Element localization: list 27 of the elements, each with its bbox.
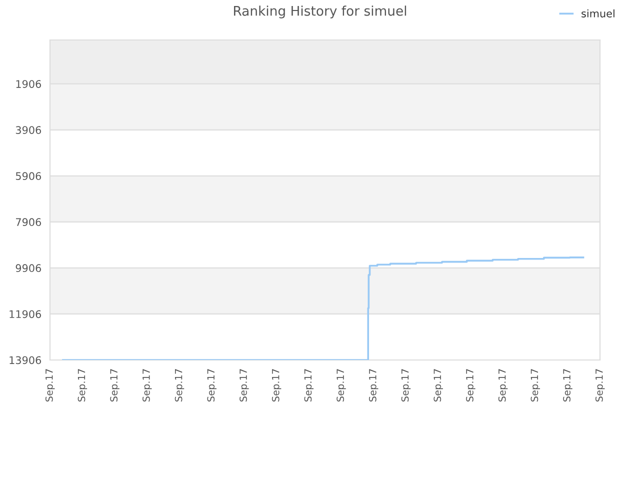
x-tick-label: Sep.17	[563, 369, 572, 402]
x-tick-label: Sep.17	[530, 369, 540, 402]
y-tick-label: 7906	[16, 218, 42, 226]
y-tick-label: 9906	[16, 264, 42, 272]
x-tick-label: Sep.17	[240, 369, 249, 402]
x-tick-label: Sep.17	[272, 369, 282, 402]
y-tick-label: 3906	[16, 126, 42, 134]
x-tick-label: Sep.17	[401, 369, 411, 402]
x-tick-label: Sep.17	[466, 369, 476, 402]
y-tick-label: 5906	[16, 172, 42, 180]
x-tick-label: Sep.17	[434, 369, 443, 402]
x-tick-label: Sep.17	[207, 369, 216, 402]
x-tick-label: Sep.17	[174, 369, 184, 402]
y-tick-label: 1906	[16, 80, 42, 88]
x-tick-label: Sep.17	[142, 369, 152, 402]
x-tick-label: Sep.17	[595, 369, 605, 402]
x-tick-label: Sep.17	[45, 369, 55, 402]
x-tick-label: Sep.17	[336, 369, 346, 402]
x-tick-label: Sep.17	[110, 369, 120, 402]
y-tick-label: 13906	[10, 356, 42, 364]
y-tick-label: 11906	[10, 310, 42, 318]
x-tick-label: Sep.17	[78, 369, 88, 402]
x-tick-label: Sep.17	[498, 369, 508, 402]
legend-label: simuel	[582, 9, 614, 18]
x-tick-label: Sep.17	[368, 369, 378, 402]
x-tick-label: Sep.17	[304, 369, 314, 402]
chart-title: Ranking History for simuel	[234, 6, 406, 18]
